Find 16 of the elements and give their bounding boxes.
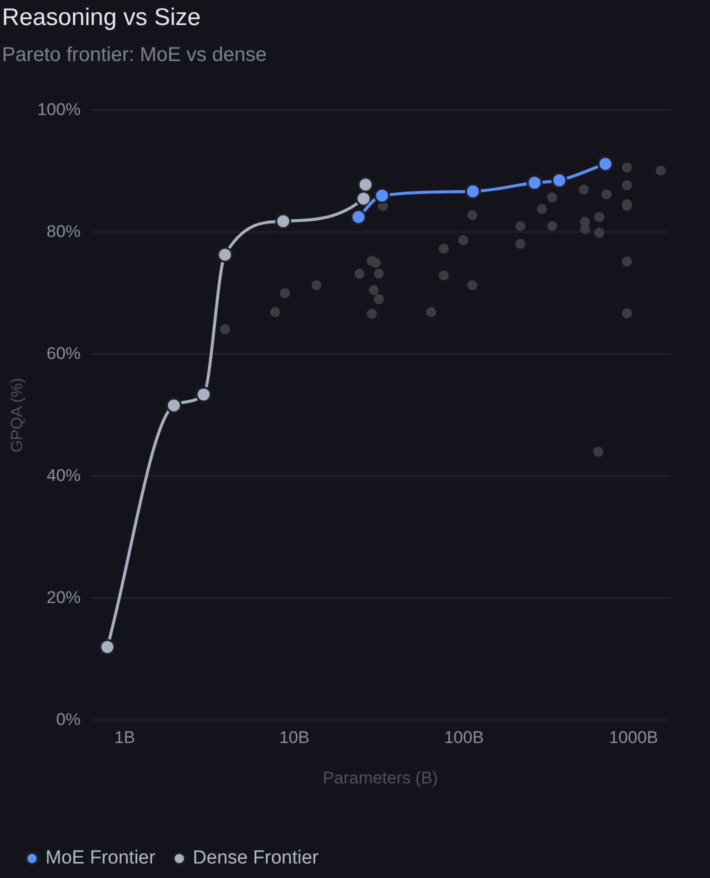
x-tick-label: 100B [444, 728, 484, 748]
x-axis-title: Parameters (B) [322, 768, 438, 788]
y-axis-title: GPQA (%) [9, 378, 26, 453]
y-tick-label: 40% [46, 466, 81, 485]
y-tick-label: 100% [37, 100, 81, 119]
x-tick-label: 10B [279, 728, 310, 748]
y-tick-label: 80% [46, 222, 81, 241]
legend-label: Dense Frontier [192, 848, 320, 869]
y-tick-label: 0% [56, 710, 81, 729]
x-tick-label: 1B [114, 728, 136, 748]
legend-label: MoE Frontier [46, 848, 156, 869]
chart-title: Reasoning vs Size [2, 4, 201, 32]
x-tick-label: 1000B [608, 728, 658, 748]
y-tick-label: 20% [46, 588, 81, 607]
chart-subtitle: Pareto frontier: MoE vs dense [2, 44, 267, 67]
y-tick-label: 60% [46, 344, 81, 363]
